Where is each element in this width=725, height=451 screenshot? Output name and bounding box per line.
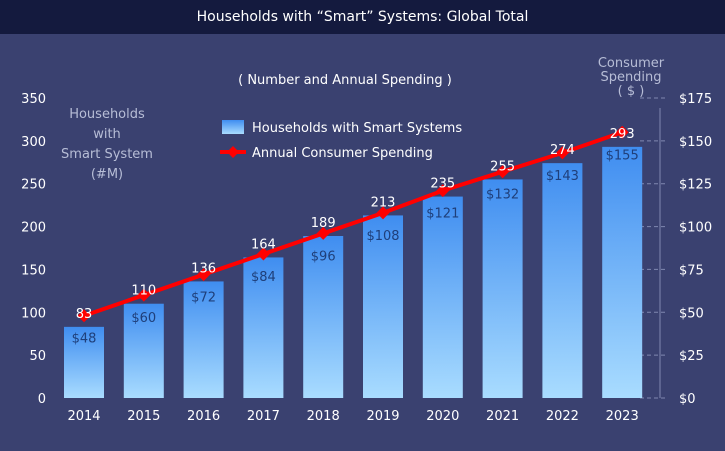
y-right-tick-label: $175	[679, 92, 712, 107]
y-left-axis-title: (#M)	[91, 167, 123, 182]
y-left-tick-label: 350	[21, 92, 46, 107]
spending-value-label: $121	[426, 207, 459, 222]
bar-value-label: 293	[610, 127, 635, 142]
spending-marker-2018	[316, 226, 330, 240]
spending-value-label: $60	[131, 311, 156, 326]
bar-2020	[422, 196, 463, 398]
bar-value-label: 274	[550, 143, 575, 158]
spending-value-label: $72	[191, 291, 216, 306]
bar-value-label: 235	[430, 177, 455, 192]
y-left-tick-label: 0	[38, 392, 46, 407]
y-left-tick-label: 150	[21, 263, 46, 278]
spending-marker-2021	[496, 165, 510, 179]
legend-swatch-households	[222, 120, 244, 134]
bar-2016	[183, 281, 224, 398]
y-right-axis-title: ( $ )	[618, 84, 645, 99]
x-tick-label: 2019	[366, 409, 399, 424]
spending-value-label: $143	[546, 169, 579, 184]
spending-marker-2019	[376, 206, 390, 220]
spending-marker-2017	[256, 247, 270, 261]
bar-value-label: 110	[131, 284, 156, 299]
y-right-tick-label: $125	[679, 178, 712, 193]
y-right-tick-label: $100	[679, 221, 712, 236]
spending-value-label: $132	[486, 188, 519, 203]
spending-marker-2022	[555, 146, 569, 160]
bar-2017	[243, 257, 284, 398]
legend-label-spending: Annual Consumer Spending	[252, 146, 433, 161]
y-left-axis-title: with	[93, 127, 121, 142]
y-left-tick-label: 100	[21, 306, 46, 321]
x-tick-label: 2023	[606, 409, 639, 424]
y-left-tick-label: 300	[21, 135, 46, 150]
y-left-tick-label: 200	[21, 221, 46, 236]
bar-value-label: 136	[191, 261, 216, 276]
y-right-tick-label: $25	[679, 349, 704, 364]
y-left-tick-label: 250	[21, 178, 46, 193]
bar-value-label: 164	[251, 237, 276, 252]
y-right-tick-label: $75	[679, 263, 704, 278]
y-right-tick-label: $50	[679, 306, 704, 321]
y-left-axis-title: Households	[69, 107, 145, 122]
x-tick-label: 2017	[247, 409, 280, 424]
spending-marker-2023	[615, 125, 629, 139]
spending-line	[83, 130, 623, 318]
y-right-axis-title: Consumer	[598, 56, 665, 71]
bar-2015	[123, 303, 164, 398]
legend-label-households: Households with Smart Systems	[252, 121, 462, 136]
spending-value-label: $108	[366, 229, 399, 244]
spending-value-label: $155	[606, 148, 639, 163]
bar-2018	[303, 236, 344, 398]
y-right-axis-title: Spending	[600, 70, 661, 85]
x-tick-label: 2021	[486, 409, 519, 424]
y-right-tick-label: $0	[679, 392, 696, 407]
chart-subtitle: ( Number and Annual Spending )	[238, 73, 452, 88]
spending-value-label: $96	[311, 249, 336, 264]
spending-marker-2016	[197, 268, 211, 282]
spending-marker-2015	[137, 288, 151, 302]
bar-2014	[64, 326, 104, 398]
spending-marker-2020	[436, 184, 450, 198]
x-tick-label: 2015	[127, 409, 160, 424]
spending-value-label: $48	[72, 332, 97, 347]
y-left-tick-label: 50	[29, 349, 46, 364]
y-left-axis-title: Smart System	[61, 147, 153, 162]
bar-value-label: 213	[371, 195, 396, 210]
bar-value-label: 83	[76, 307, 93, 322]
chart-title: Households with “Smart” Systems: Global …	[196, 9, 529, 25]
bar-value-label: 189	[311, 216, 336, 231]
x-tick-label: 2016	[187, 409, 220, 424]
y-right-tick-label: $150	[679, 135, 712, 150]
bar-2023	[602, 146, 643, 398]
bar-value-label: 255	[490, 159, 515, 174]
bar-2022	[542, 163, 583, 398]
spending-value-label: $84	[251, 270, 276, 285]
bar-2021	[482, 179, 523, 398]
x-tick-label: 2020	[426, 409, 459, 424]
bar-2019	[363, 215, 403, 398]
legend-swatch-spending-marker	[227, 146, 239, 158]
spending-marker-2014	[77, 309, 91, 323]
x-tick-label: 2022	[546, 409, 579, 424]
x-tick-label: 2018	[307, 409, 340, 424]
chart-title-bar: Households with “Smart” Systems: Global …	[0, 0, 725, 34]
x-tick-label: 2014	[67, 409, 100, 424]
